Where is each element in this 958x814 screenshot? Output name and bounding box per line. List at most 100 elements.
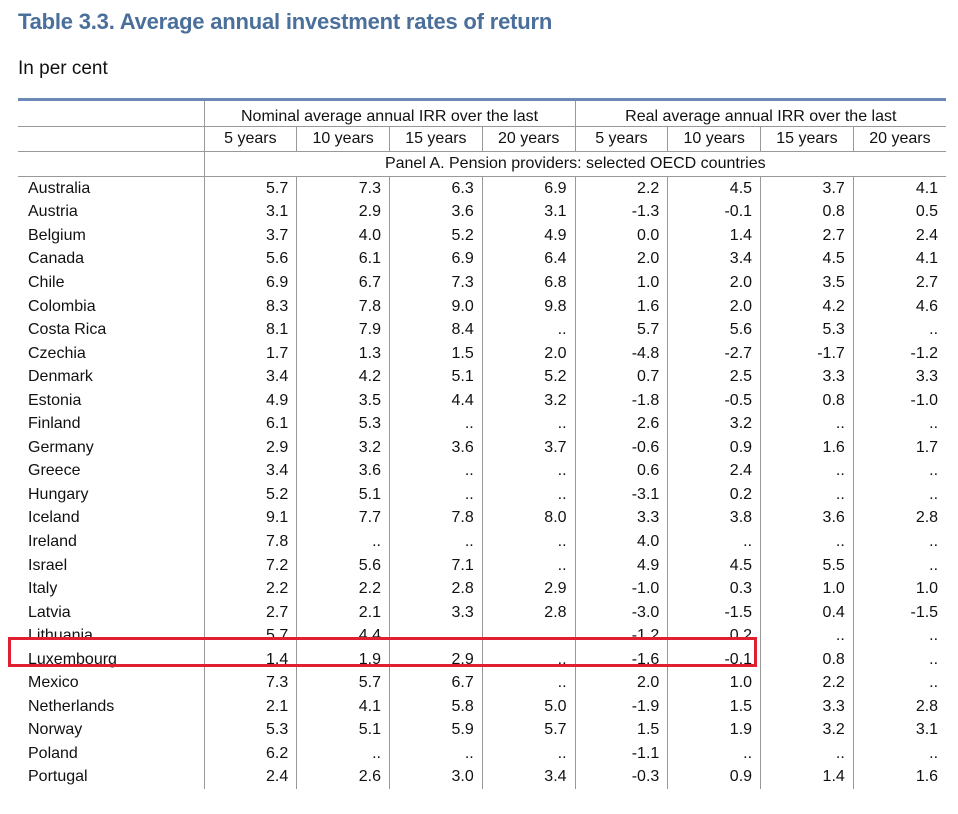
country-cell: Latvia bbox=[28, 603, 71, 621]
value-cell: 5.8 bbox=[389, 695, 483, 719]
value-cell: 1.6 bbox=[852, 765, 947, 790]
value-cell: -1.5 bbox=[852, 600, 947, 625]
value-cell: .. bbox=[852, 530, 947, 554]
value-cell: 4.5 bbox=[667, 176, 761, 201]
value-cell: 2.9 bbox=[296, 200, 390, 225]
country-cell: Germany bbox=[28, 438, 94, 456]
value-cell: 2.6 bbox=[574, 412, 668, 437]
value-cell: 0.5 bbox=[852, 200, 947, 225]
value-cell: .. bbox=[481, 459, 576, 484]
value-cell: 2.4 bbox=[203, 765, 297, 790]
value-cell: 7.8 bbox=[389, 506, 483, 531]
value-cell: 2.5 bbox=[667, 365, 761, 389]
country-cell: Belgium bbox=[28, 226, 86, 244]
value-cell: 3.3 bbox=[760, 365, 854, 389]
value-cell: -4.8 bbox=[574, 341, 668, 366]
value-cell: .. bbox=[667, 742, 761, 766]
table-row: Australia 5.7 7.3 6.3 6.9 2.2 4.5 3.7 4.1 bbox=[18, 176, 947, 201]
value-cell: 0.9 bbox=[667, 436, 761, 460]
value-cell: .. bbox=[389, 530, 483, 554]
value-cell: 7.8 bbox=[296, 294, 390, 319]
value-cell: 7.8 bbox=[203, 530, 297, 554]
value-cell: 6.9 bbox=[203, 271, 297, 295]
value-cell: 2.7 bbox=[852, 271, 947, 295]
table-row: Italy 2.2 2.2 2.8 2.9 -1.0 0.3 1.0 1.0 bbox=[18, 577, 947, 601]
value-cell: 0.2 bbox=[667, 624, 761, 648]
value-cell: 3.4 bbox=[667, 247, 761, 272]
year-header: 5 years bbox=[203, 126, 297, 152]
value-cell: .. bbox=[852, 318, 947, 342]
year-header: 20 years bbox=[481, 126, 576, 152]
value-cell: 5.7 bbox=[481, 718, 576, 743]
value-cell: 1.7 bbox=[852, 436, 947, 460]
table-row: Portugal 2.4 2.6 3.0 3.4 -0.3 0.9 1.4 1.6 bbox=[18, 765, 947, 790]
value-cell: -0.1 bbox=[667, 647, 761, 672]
country-cell: Lithuania bbox=[28, 627, 93, 645]
value-cell: 2.2 bbox=[203, 577, 297, 601]
year-header: 5 years bbox=[574, 126, 668, 152]
value-cell: 5.1 bbox=[296, 718, 390, 743]
value-cell: 1.6 bbox=[760, 436, 854, 460]
value-cell: -1.9 bbox=[574, 695, 668, 719]
value-cell: 3.2 bbox=[481, 388, 576, 413]
value-cell: 5.2 bbox=[481, 365, 576, 389]
table-row: Greece 3.4 3.6.... 0.6 2.4.... bbox=[18, 459, 947, 484]
value-cell: .. bbox=[481, 624, 576, 648]
country-cell: Denmark bbox=[28, 368, 93, 386]
value-cell: 3.2 bbox=[760, 718, 854, 743]
value-cell: .. bbox=[760, 742, 854, 766]
value-cell: 3.7 bbox=[760, 176, 854, 201]
value-cell: -1.6 bbox=[574, 647, 668, 672]
value-cell: -1.5 bbox=[667, 600, 761, 625]
value-cell: .. bbox=[481, 553, 576, 578]
value-cell: 0.8 bbox=[760, 647, 854, 672]
real-group-header: Real average annual IRR over the last bbox=[574, 98, 947, 127]
value-cell: 0.0 bbox=[574, 224, 668, 248]
value-cell: .. bbox=[296, 742, 390, 766]
value-cell: 5.3 bbox=[760, 318, 854, 342]
value-cell: 5.6 bbox=[203, 247, 297, 272]
value-cell: .. bbox=[760, 624, 854, 648]
value-cell: 5.7 bbox=[296, 671, 390, 696]
value-cell: 4.9 bbox=[481, 224, 576, 248]
value-cell: 0.3 bbox=[667, 577, 761, 601]
country-cell: Colombia bbox=[28, 297, 96, 315]
value-cell: .. bbox=[389, 624, 483, 648]
value-cell: 4.9 bbox=[203, 388, 297, 413]
value-cell: 4.2 bbox=[296, 365, 390, 389]
table-row: Colombia 8.3 7.8 9.0 9.8 1.6 2.0 4.2 4.6 bbox=[18, 294, 947, 319]
value-cell: .. bbox=[760, 459, 854, 484]
country-cell: Estonia bbox=[28, 391, 82, 409]
value-cell: 2.9 bbox=[481, 577, 576, 601]
value-cell: 1.0 bbox=[760, 577, 854, 601]
table-body: Australia 5.7 7.3 6.3 6.9 2.2 4.5 3.7 4.1 Austria… bbox=[18, 176, 947, 790]
table-row: Lithuania 5.7 4.4.... -1.2 0.2.... bbox=[18, 624, 947, 648]
value-cell: 1.6 bbox=[574, 294, 668, 319]
value-cell: 2.1 bbox=[203, 695, 297, 719]
value-cell: 3.1 bbox=[481, 200, 576, 225]
value-cell: .. bbox=[481, 742, 576, 766]
country-cell: Luxembourg bbox=[28, 650, 117, 668]
value-cell: 9.1 bbox=[203, 506, 297, 531]
value-cell: 6.9 bbox=[481, 176, 576, 201]
value-cell: 4.5 bbox=[667, 553, 761, 578]
table-row: Norway 5.3 5.1 5.9 5.7 1.5 1.9 3.2 3.1 bbox=[18, 718, 947, 743]
table-row: Finland 6.1 5.3.... 2.6 3.2.... bbox=[18, 412, 947, 437]
years-header-row: 5 years 10 years 15 years 20 years 5 yea… bbox=[18, 126, 947, 152]
value-cell: 4.1 bbox=[296, 695, 390, 719]
value-cell: .. bbox=[760, 530, 854, 554]
value-cell: .. bbox=[389, 742, 483, 766]
country-cell: Greece bbox=[28, 462, 81, 480]
value-cell: 5.3 bbox=[296, 412, 390, 437]
value-cell: .. bbox=[296, 530, 390, 554]
value-cell: 6.7 bbox=[296, 271, 390, 295]
country-cell: Australia bbox=[28, 179, 91, 197]
value-cell: 4.5 bbox=[760, 247, 854, 272]
table-row: Hungary 5.2 5.1.... -3.1 0.2.... bbox=[18, 483, 947, 507]
value-cell: -3.1 bbox=[574, 483, 668, 507]
value-cell: 4.9 bbox=[574, 553, 668, 578]
value-cell: 8.4 bbox=[389, 318, 483, 342]
value-cell: 3.1 bbox=[203, 200, 297, 225]
table-row: Austria 3.1 2.9 3.6 3.1 -1.3 -0.1 0.8 0.5 bbox=[18, 200, 947, 225]
value-cell: -0.5 bbox=[667, 388, 761, 413]
